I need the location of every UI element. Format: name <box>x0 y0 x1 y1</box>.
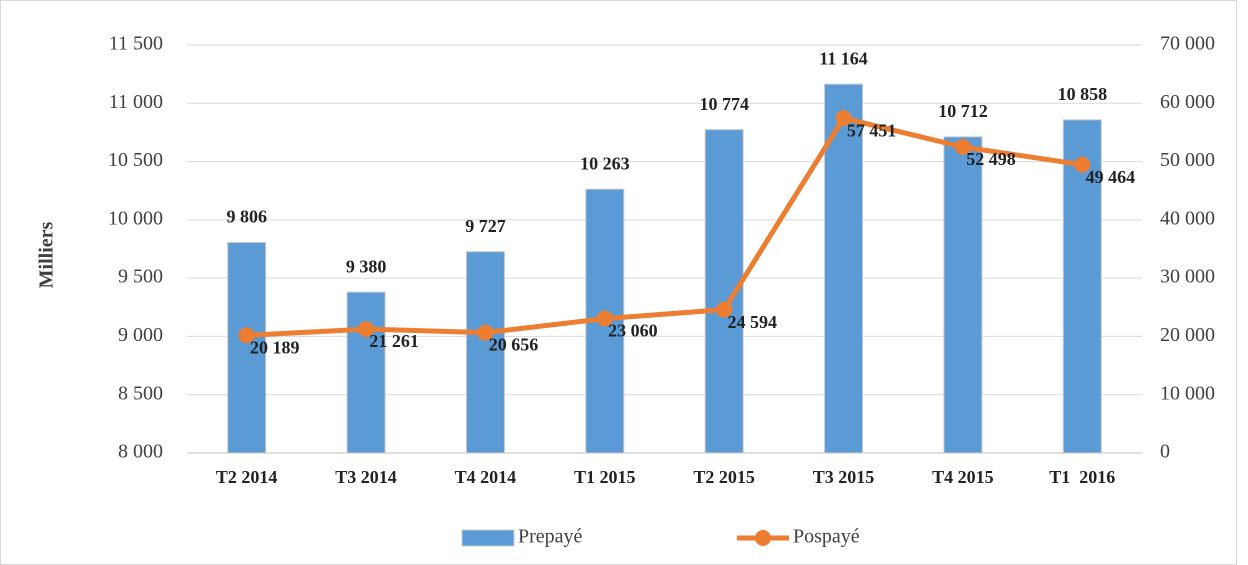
x-tick-label: T1 2016 <box>1049 467 1115 487</box>
bar-value-label: 10 263 <box>580 153 630 173</box>
legend-marker <box>755 530 771 546</box>
bar-value-label: 9 380 <box>346 256 387 276</box>
bar <box>346 291 386 454</box>
bar-value-label: 10 774 <box>699 94 749 114</box>
bar-value-label: 11 164 <box>819 48 868 68</box>
y2-tick-label: 20 000 <box>1160 324 1215 346</box>
y2-tick-label: 50 000 <box>1160 149 1215 171</box>
y2-tick-label: 0 <box>1160 441 1170 463</box>
x-tick-label: T2 2015 <box>693 467 755 487</box>
bar <box>465 251 505 454</box>
y-tick-label: 8 000 <box>118 441 163 463</box>
x-tick-label: T2 2014 <box>216 467 278 487</box>
line-value-label: 52 498 <box>966 149 1016 169</box>
bar <box>943 136 983 454</box>
x-tick-label: T3 2015 <box>813 467 875 487</box>
line-value-label: 21 261 <box>369 331 419 351</box>
x-tick-label: T4 2015 <box>932 467 994 487</box>
y-tick-label: 11 500 <box>109 33 163 55</box>
line-value-label: 24 594 <box>727 312 777 332</box>
y2-tick-label: 10 000 <box>1160 382 1215 404</box>
x-tick-label: T1 2015 <box>574 467 636 487</box>
line-value-label: 20 656 <box>489 335 539 355</box>
line-value-label: 20 189 <box>250 337 300 357</box>
line-point <box>358 321 375 338</box>
bar <box>227 241 267 454</box>
line-point <box>716 301 733 318</box>
y2-tick-label: 60 000 <box>1160 91 1215 113</box>
bar-value-label: 10 712 <box>938 101 988 121</box>
bar-value-label: 9 806 <box>226 207 267 227</box>
y2-tick-label: 70 000 <box>1160 33 1215 55</box>
y-tick-label: 10 500 <box>108 149 163 171</box>
x-tick-label: T4 2014 <box>455 467 517 487</box>
y2-tick-label: 40 000 <box>1160 207 1215 229</box>
y-tick-label: 9 500 <box>118 266 163 288</box>
legend-swatch <box>461 529 515 547</box>
line-point <box>596 310 613 327</box>
y-tick-label: 11 000 <box>109 91 163 113</box>
line-point <box>477 324 494 341</box>
line-value-label: 49 464 <box>1086 167 1136 187</box>
line-point <box>1074 156 1091 173</box>
line-value-label: 57 451 <box>847 120 897 140</box>
bar-value-label: 9 727 <box>465 216 506 236</box>
legend-label: Pospayé <box>793 526 860 548</box>
bar <box>824 83 864 454</box>
line-value-label: 23 060 <box>608 321 658 341</box>
line <box>246 115 1083 338</box>
y-tick-label: 9 000 <box>118 324 163 346</box>
line-point <box>238 327 255 344</box>
line-point <box>835 110 852 127</box>
bar <box>1062 119 1102 454</box>
legend-label: Prepayé <box>518 526 583 548</box>
bar-value-label: 10 858 <box>1058 84 1108 104</box>
y-tick-label: 10 000 <box>108 207 163 229</box>
x-tick-label: T3 2014 <box>335 467 397 487</box>
line-point <box>954 139 971 156</box>
y-tick-label: 8 500 <box>118 382 163 404</box>
y-axis-label: Milliers <box>36 221 58 288</box>
y2-tick-label: 30 000 <box>1160 266 1215 288</box>
